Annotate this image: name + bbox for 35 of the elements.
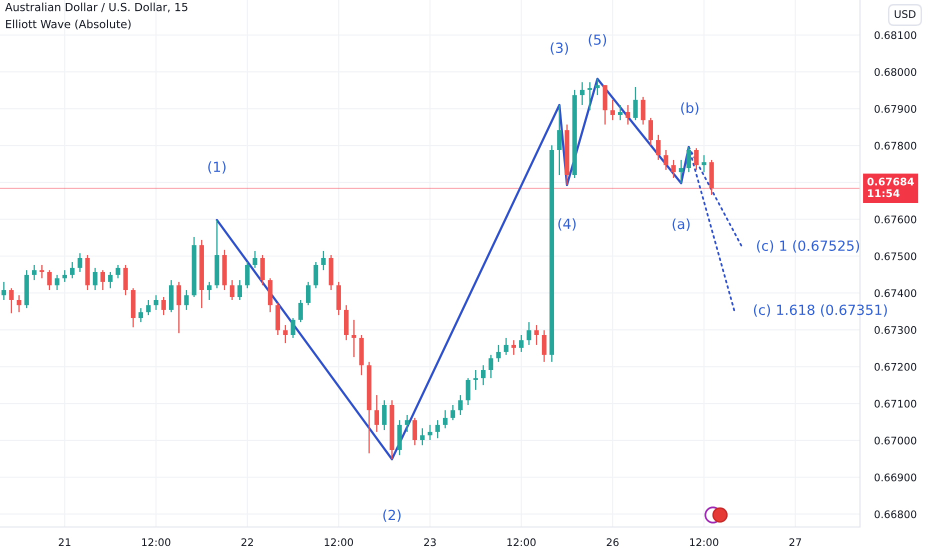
y-tick-label: 0.66900 — [874, 473, 916, 482]
y-tick-label: 0.68000 — [874, 68, 916, 76]
annotation: (b) — [681, 102, 698, 115]
x-tick-label: 12:00 — [142, 538, 170, 546]
annotation: (c) 1 (0.67525) — [757, 240, 860, 253]
chart-title: Australian Dollar / U.S. Dollar, 15 — [5, 2, 188, 12]
annotation: (a) — [672, 218, 690, 231]
y-axis-title: USD — [894, 10, 916, 18]
x-tick-label: 22 — [241, 538, 253, 546]
y-tick-label: 0.66800 — [874, 510, 916, 518]
y-tick-label: 0.68100 — [874, 31, 916, 40]
y-tick-label: 0.67300 — [874, 326, 916, 334]
annotation: (4) — [558, 218, 576, 231]
y-tick-label: 0.67900 — [874, 104, 916, 113]
ref-line-label: 0.67684 11:54 — [867, 178, 914, 198]
annotation: (c) 1.618 (0.67351) — [754, 304, 887, 317]
x-tick-label: 26 — [606, 538, 619, 546]
x-tick-label: 23 — [424, 538, 436, 546]
annotation: (3) — [550, 42, 568, 55]
y-tick-label: 0.67400 — [874, 289, 916, 298]
y-tick-label: 0.67000 — [874, 436, 916, 444]
x-tick-label: 12:00 — [324, 538, 353, 546]
x-tick-label: 21 — [58, 538, 70, 546]
annotation: (1) — [208, 161, 226, 174]
x-tick-label: 12:00 — [507, 538, 536, 546]
x-tick-label: 12:00 — [690, 538, 718, 546]
y-tick-label: 0.67200 — [874, 362, 916, 371]
y-tick-label: 0.67100 — [874, 400, 916, 408]
y-tick-label: 0.67500 — [874, 252, 916, 260]
text: Elliott Wave (Absolute) — [6, 20, 131, 30]
x-tick-label: 27 — [789, 538, 802, 546]
annotation: (5) — [588, 34, 606, 47]
y-tick-label: 0.67800 — [874, 142, 916, 150]
annotation: (2) — [383, 509, 401, 522]
y-tick-label: 0.67600 — [874, 216, 916, 224]
